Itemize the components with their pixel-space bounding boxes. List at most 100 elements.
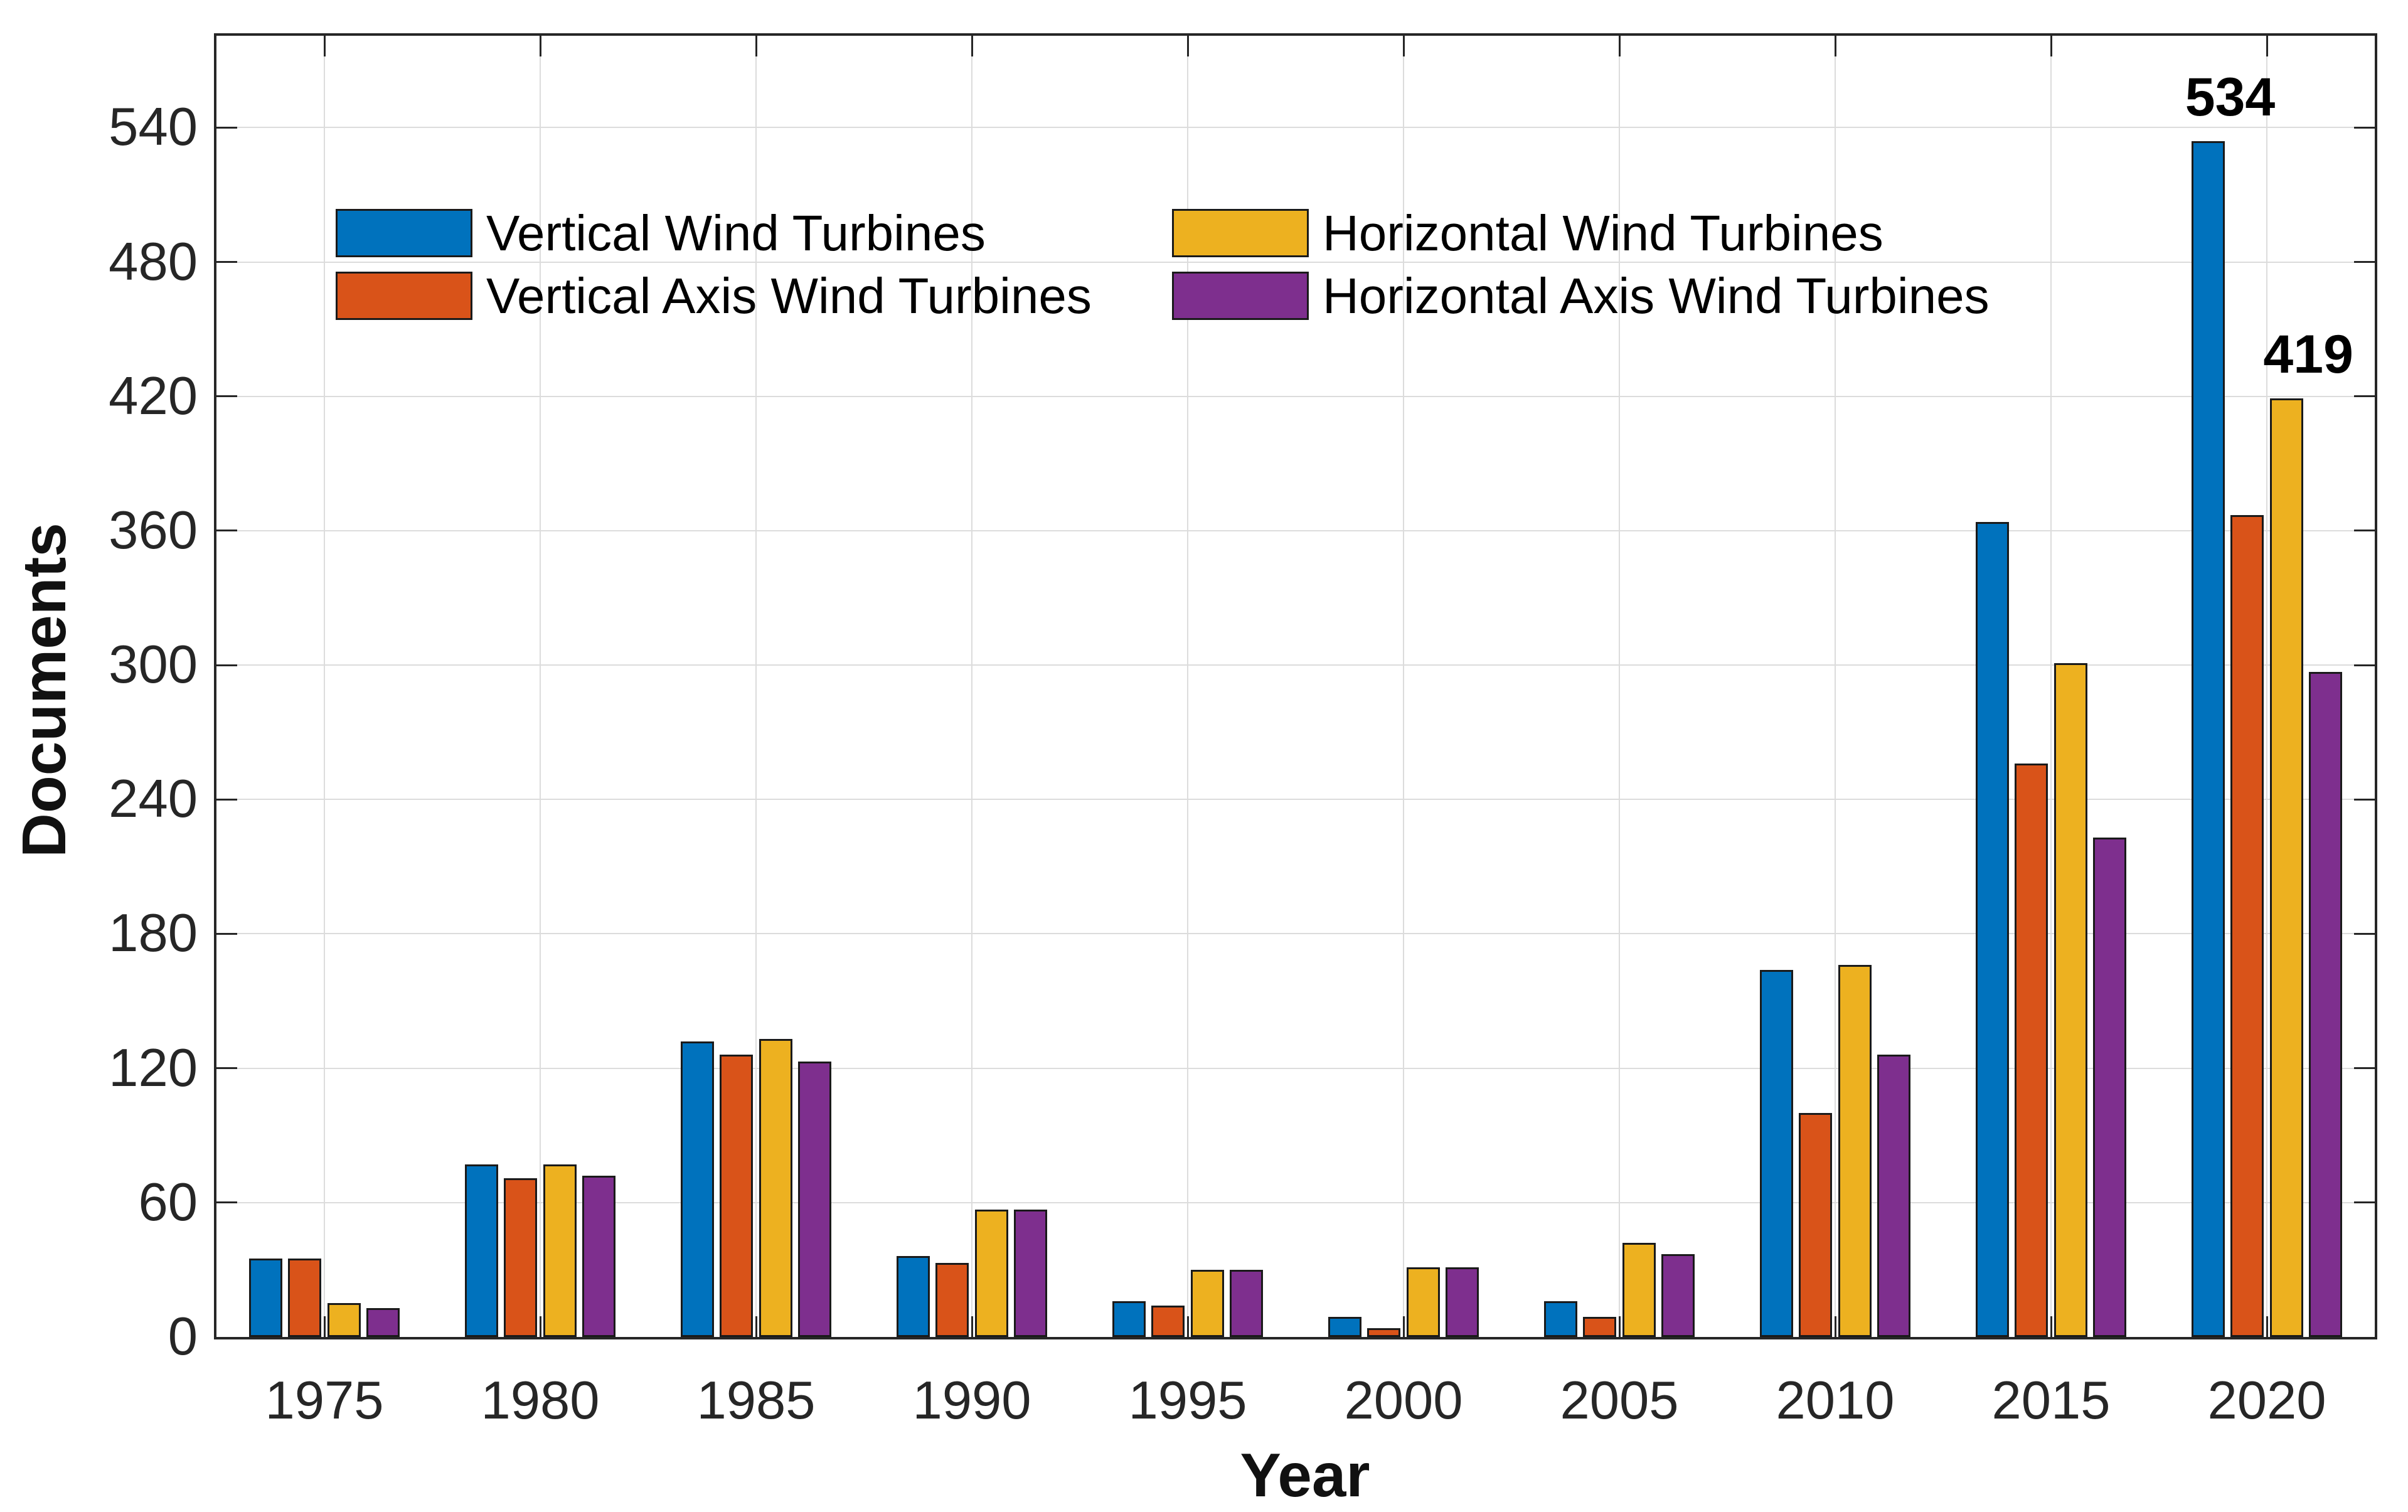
x-tick-bottom — [1834, 1316, 1836, 1337]
bar — [1622, 1243, 1656, 1337]
gridline-horizontal — [216, 530, 2375, 531]
legend-label: Vertical Wind Turbines — [486, 205, 986, 261]
bar — [759, 1039, 792, 1337]
gridline-vertical — [2266, 36, 2267, 1337]
x-tick-label: 1995 — [1128, 1371, 1247, 1430]
gridline-horizontal — [216, 664, 2375, 666]
bar — [1446, 1267, 1479, 1337]
legend-swatch-purple — [1172, 272, 1309, 320]
x-tick-bottom — [1402, 1316, 1405, 1337]
x-tick-label: 2010 — [1776, 1371, 1895, 1430]
bar — [1976, 521, 2009, 1337]
x-tick-top — [971, 36, 973, 56]
x-axis-title: Year — [1240, 1440, 1370, 1509]
legend-swatch-orange — [336, 272, 472, 320]
gridline-horizontal — [216, 1067, 2375, 1069]
bar — [798, 1061, 831, 1337]
legend-label: Horizontal Wind Turbines — [1323, 205, 1883, 261]
bar — [1367, 1328, 1401, 1337]
legend-entry-horizontal-wind-turbines: Horizontal Wind Turbines — [1172, 205, 1883, 261]
y-tick-left — [216, 530, 237, 532]
x-tick-top — [1618, 36, 1621, 56]
bar — [1583, 1316, 1617, 1337]
x-tick-top — [1834, 36, 1836, 56]
bar — [974, 1209, 1008, 1337]
bar — [249, 1259, 282, 1337]
x-tick-bottom — [323, 1316, 326, 1337]
bar-value-label: 419 — [2263, 324, 2353, 385]
y-tick-label: 0 — [168, 1307, 198, 1366]
y-tick-right — [2354, 530, 2375, 532]
y-tick-right — [2354, 932, 2375, 935]
bar — [366, 1307, 400, 1337]
gridline-vertical — [1619, 36, 1620, 1337]
bar — [288, 1259, 322, 1337]
gridline-horizontal — [216, 261, 2375, 263]
legend-swatch-yellow — [1172, 209, 1309, 257]
bar — [1014, 1209, 1047, 1337]
y-tick-left — [216, 261, 237, 264]
bar — [2192, 141, 2225, 1337]
bar — [681, 1041, 714, 1337]
bar — [2269, 398, 2303, 1337]
y-tick-label: 120 — [109, 1038, 198, 1098]
y-tick-label: 60 — [138, 1172, 198, 1232]
legend-entry-horizontal-axis-wind-turbines: Horizontal Axis Wind Turbines — [1172, 268, 1990, 324]
y-tick-label: 540 — [109, 97, 198, 157]
bar — [543, 1164, 577, 1337]
x-tick-bottom — [1186, 1316, 1189, 1337]
legend-entry-vertical-axis-wind-turbines: Vertical Axis Wind Turbines — [336, 268, 1092, 324]
bar — [2015, 764, 2048, 1337]
bar — [935, 1263, 969, 1337]
y-tick-left — [216, 1201, 237, 1204]
x-tick-top — [539, 36, 541, 56]
bar-value-label: 534 — [2185, 67, 2276, 127]
y-tick-right — [2354, 798, 2375, 801]
gridline-vertical — [1835, 36, 1836, 1337]
bar — [720, 1055, 754, 1337]
legend-swatch-blue — [336, 209, 472, 257]
y-tick-left — [216, 1067, 237, 1070]
bar — [1877, 1055, 1910, 1337]
gridline-horizontal — [216, 395, 2375, 397]
bar — [2230, 514, 2264, 1337]
bar — [1661, 1254, 1695, 1337]
bar — [1799, 1113, 1833, 1337]
gridline-vertical — [324, 36, 325, 1337]
bar — [2054, 663, 2087, 1337]
bar — [1838, 965, 1872, 1337]
x-tick-top — [1402, 36, 1405, 56]
gridline-horizontal — [216, 127, 2375, 129]
y-tick-left — [216, 932, 237, 935]
y-tick-right — [2354, 664, 2375, 666]
gridline-vertical — [1403, 36, 1404, 1337]
x-tick-bottom — [2266, 1316, 2268, 1337]
x-tick-label: 1985 — [696, 1371, 816, 1430]
y-tick-label: 360 — [109, 500, 198, 560]
x-tick-label: 2015 — [1991, 1371, 2111, 1430]
x-tick-bottom — [1618, 1316, 1621, 1337]
y-tick-left — [216, 395, 237, 398]
bar — [1406, 1267, 1440, 1337]
x-tick-top — [755, 36, 757, 56]
bar — [1760, 969, 1793, 1337]
bar — [1328, 1316, 1361, 1337]
gridline-horizontal — [216, 1201, 2375, 1203]
bar — [504, 1178, 538, 1337]
legend-label: Vertical Axis Wind Turbines — [486, 267, 1092, 324]
bar — [897, 1256, 930, 1337]
bar — [2093, 837, 2126, 1337]
legend-entry-vertical-wind-turbines: Vertical Wind Turbines — [336, 205, 986, 261]
bar — [1230, 1269, 1263, 1337]
gridline-vertical — [540, 36, 541, 1337]
bar — [582, 1175, 615, 1337]
y-tick-left — [216, 126, 237, 129]
x-tick-top — [2266, 36, 2268, 56]
gridline-vertical — [971, 36, 972, 1337]
x-tick-top — [2050, 36, 2052, 56]
y-tick-label: 180 — [109, 903, 198, 964]
x-tick-bottom — [971, 1316, 973, 1337]
y-tick-right — [2354, 1067, 2375, 1070]
y-tick-left — [216, 664, 237, 666]
bar — [465, 1164, 498, 1337]
